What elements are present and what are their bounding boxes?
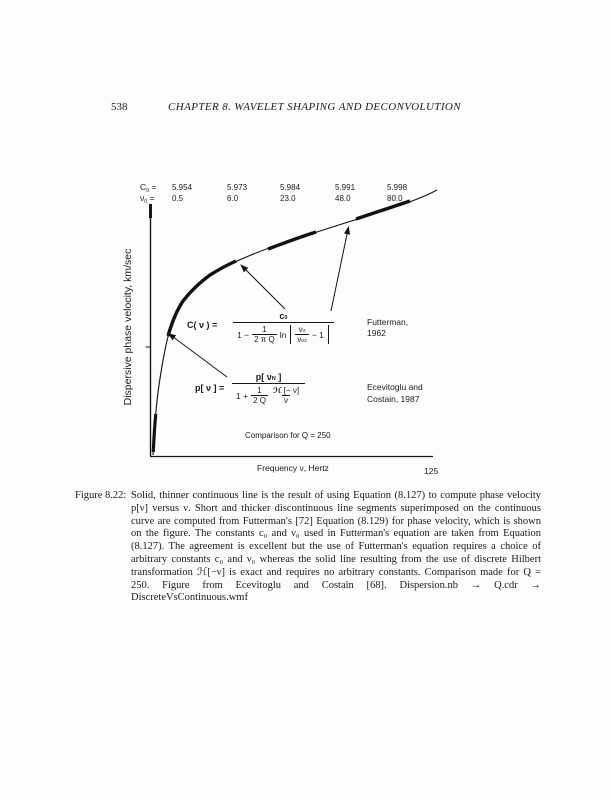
- eq1-credit: Futterman, 1962: [367, 317, 409, 338]
- script-H-symbol: ℋ: [272, 386, 282, 395]
- nu0-value-2: 6.0: [227, 194, 239, 203]
- c0-value-5: 5.998: [387, 183, 408, 192]
- arrow-hilbert: [167, 332, 228, 378]
- nu0-row-label: ν0 =: [140, 193, 155, 205]
- nu0-value-4: 48.0: [335, 194, 351, 203]
- page-number: 538: [111, 101, 128, 113]
- arrow-futterman-right: [330, 225, 351, 312]
- figure-caption-text: Solid, thinner continuous line is the re…: [131, 490, 541, 604]
- arrow-futterman-left: [240, 264, 286, 310]
- eq2-credit: Ecevitoglu and Costain, 1987: [367, 382, 423, 404]
- nu0-value-5: 80.0: [387, 194, 403, 203]
- y-axis-label: Dispersive phase velocity, km/sec: [122, 248, 134, 406]
- c0-row-label: C0 =: [140, 182, 157, 194]
- eq1-lhs: C( ν ) =: [187, 320, 218, 330]
- futterman-segment-3: [267, 230, 317, 251]
- x-axis-max-tick: 125: [424, 466, 439, 476]
- eq1-q-fraction: 1 2 π Q: [252, 325, 277, 344]
- nu0-value-1: 0.5: [172, 194, 184, 203]
- eq2-q-fraction: 1 2 Q: [251, 386, 268, 405]
- c0-value-1: 5.954: [172, 183, 193, 192]
- futterman-segment-1: [151, 413, 158, 453]
- eq2-lhs: p[ ν ] =: [195, 383, 225, 393]
- chapter-header: CHAPTER 8. WAVELET SHAPING AND DECONVOLU…: [168, 101, 462, 113]
- comparison-note: Comparison for Q = 250: [245, 431, 331, 440]
- c0-value-2: 5.973: [227, 183, 248, 192]
- eq2-hilbert-fraction: ℋ [− ν] ν: [272, 386, 300, 405]
- c0-value-4: 5.991: [335, 183, 356, 192]
- abs-bar-left: [290, 325, 292, 344]
- c0-value-3: 5.984: [280, 183, 301, 192]
- abs-bar-right: [327, 325, 329, 344]
- eq2-denominator: 1 + 1 2 Q ℋ [− ν] ν: [232, 383, 306, 405]
- futterman-segment-4: [355, 199, 411, 221]
- x-axis-label: Frequency ν, Hertz: [257, 463, 329, 473]
- nu0-value-3: 23.0: [280, 194, 296, 203]
- figure-caption-label: Figure 8.22:: [75, 490, 127, 501]
